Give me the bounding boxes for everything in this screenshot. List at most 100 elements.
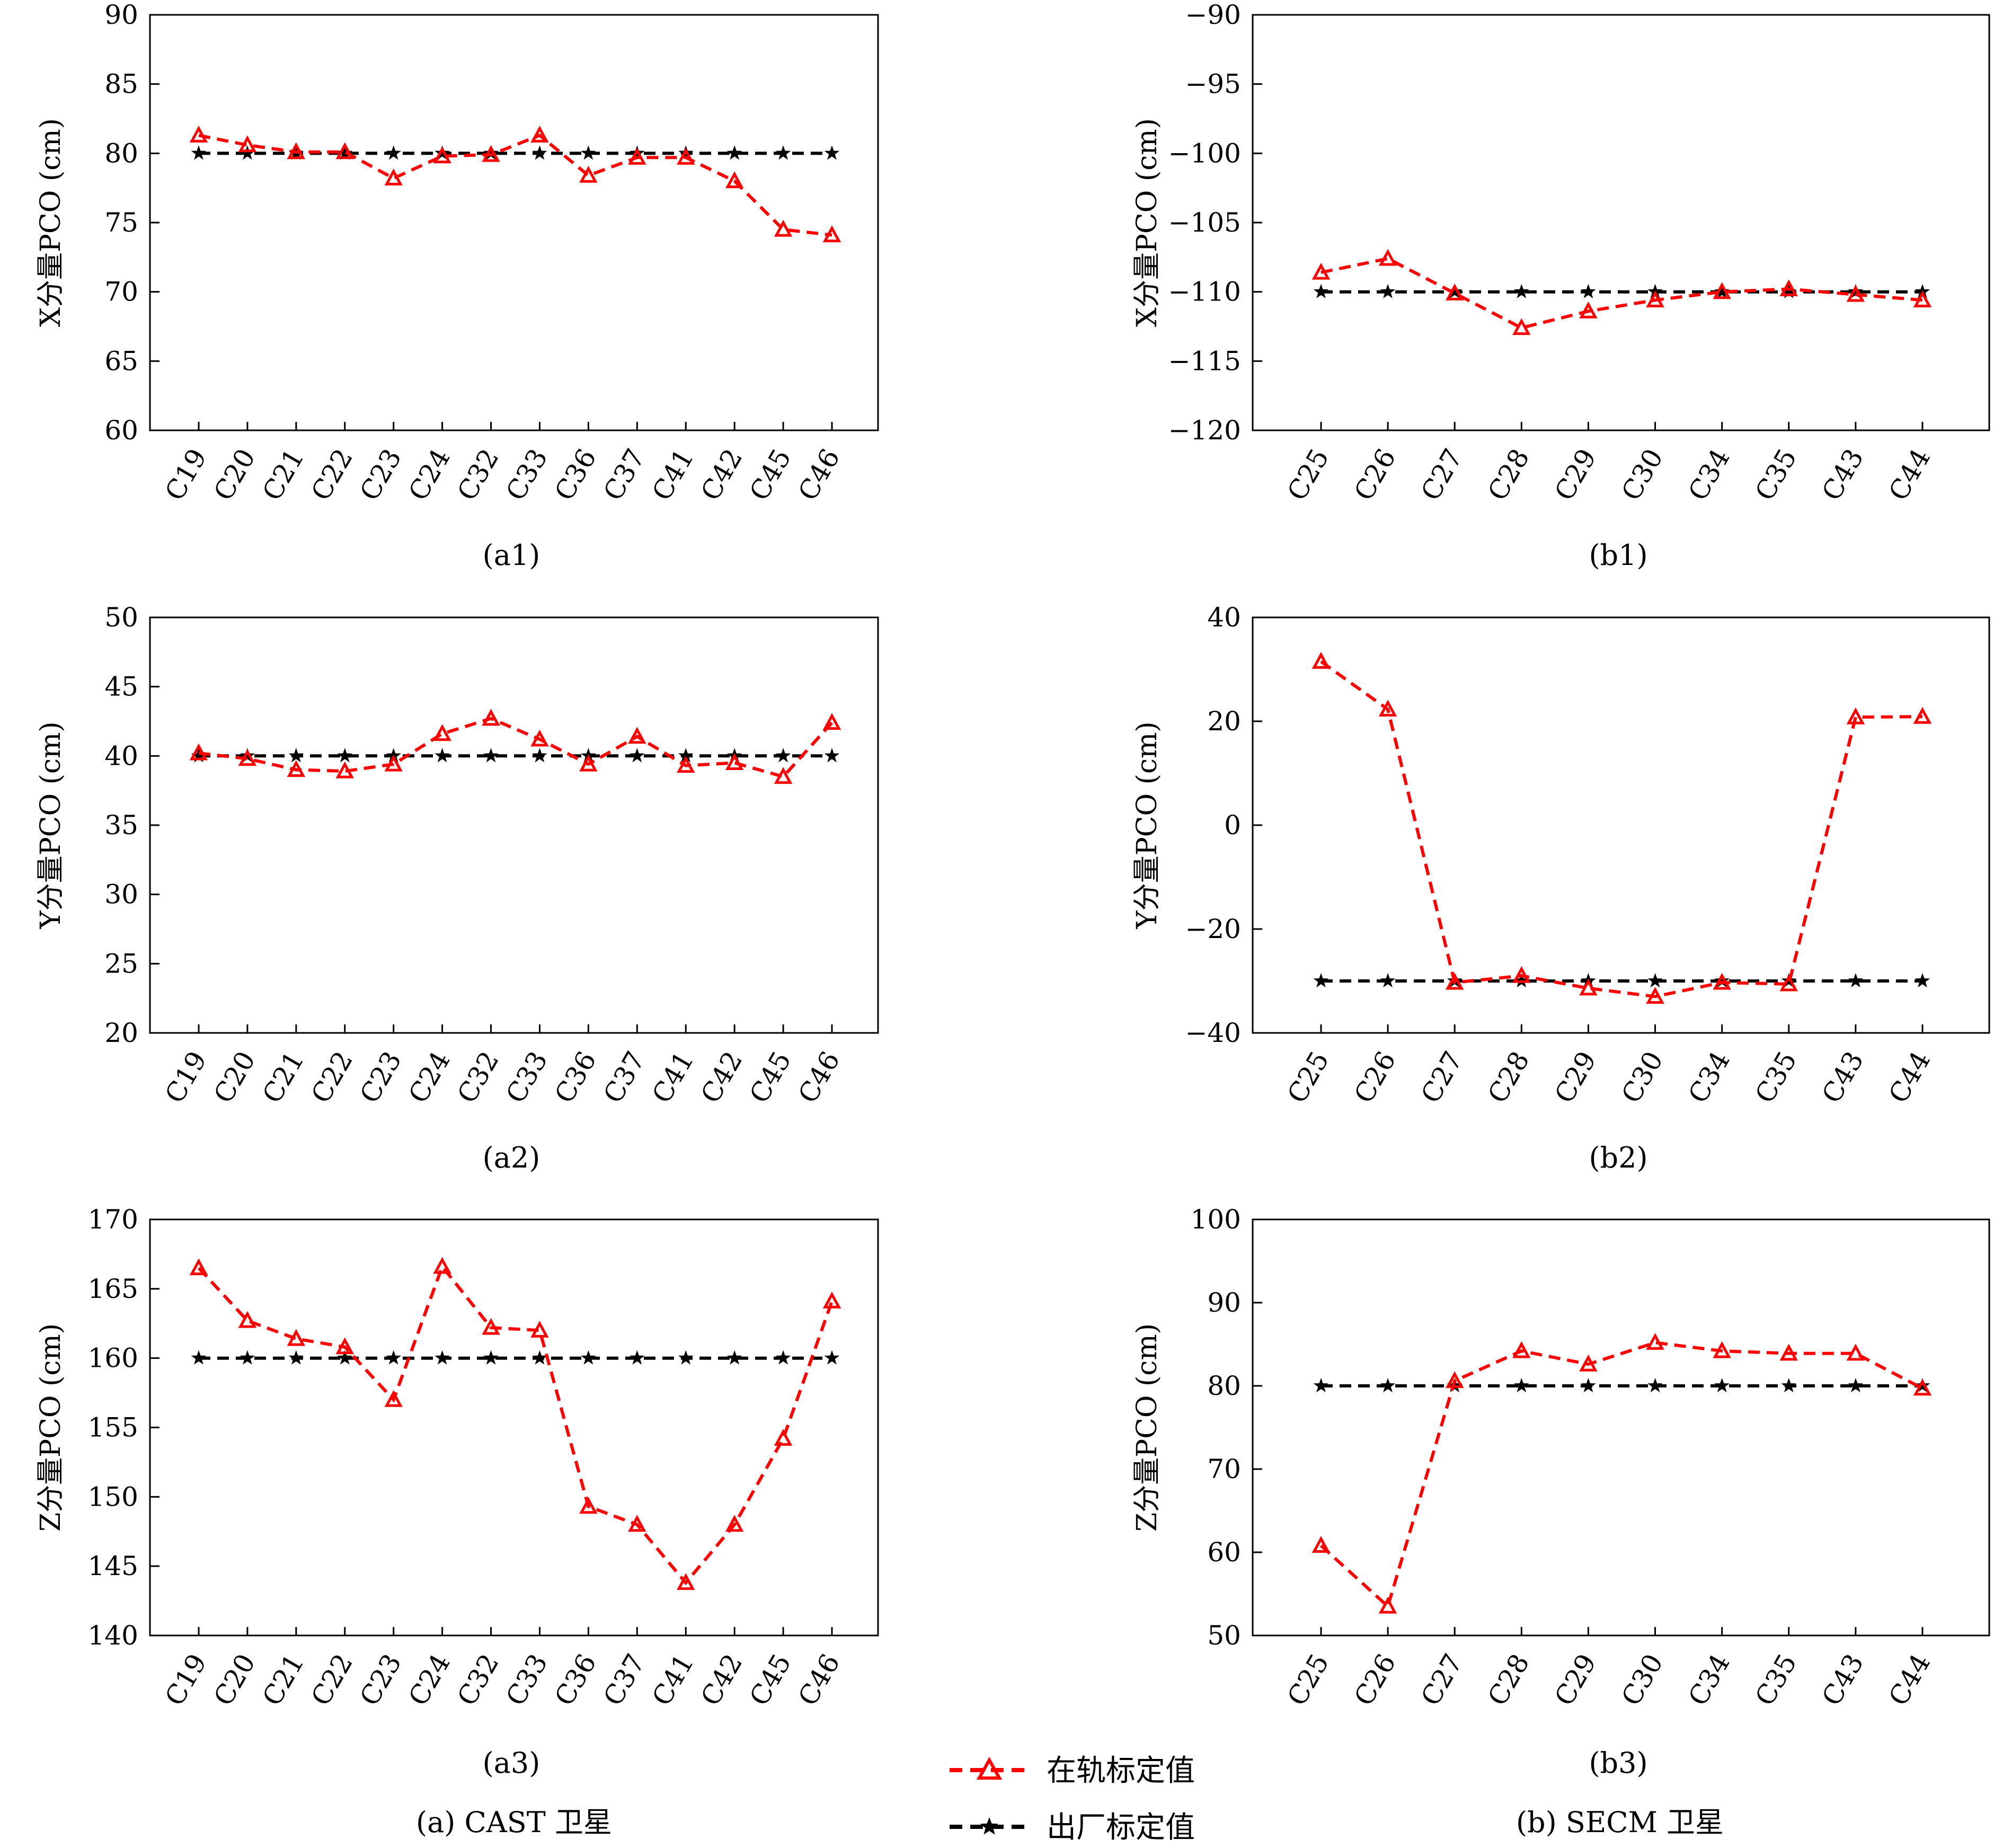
- data-point-star: [337, 145, 352, 160]
- data-point-triangle: [1446, 1371, 1464, 1389]
- series-onorbit: [189, 126, 841, 243]
- data-point-triangle: [1913, 290, 1932, 307]
- x-tick-label: C23: [354, 1649, 407, 1711]
- y-tick-label: 70: [1207, 1454, 1241, 1484]
- data-point-triangle: [384, 1390, 403, 1407]
- x-tick-label: C26: [1348, 444, 1402, 506]
- data-point-triangle: [1646, 987, 1664, 1004]
- x-tick-label: C29: [1549, 1649, 1602, 1711]
- data-point-star: [532, 748, 547, 763]
- data-point-star: [1647, 973, 1663, 988]
- data-point-triangle: [433, 146, 451, 164]
- x-tick-label: C29: [1549, 444, 1602, 506]
- data-point-triangle: [238, 135, 257, 153]
- data-point-triangle: [1579, 978, 1598, 996]
- data-point-triangle: [579, 1497, 598, 1514]
- panel-b1: −120 −115 −110 −105 −100 −95 −90 C25 C26 C27 C28 C2…: [1131, 0, 1990, 572]
- y-tick-label: −90: [1185, 0, 1241, 30]
- y-tick-label: −20: [1185, 914, 1241, 944]
- data-point-triangle: [335, 761, 354, 779]
- x-tick-label: C21: [256, 1649, 310, 1711]
- series-factory: [191, 1350, 840, 1365]
- data-point-star: [726, 1350, 742, 1365]
- y-axis-label: Z分量PCO (cm): [35, 1323, 67, 1532]
- series-factory: [191, 748, 840, 763]
- x-tick-label: C34: [1682, 444, 1736, 506]
- x-tick-label: C29: [1549, 1046, 1602, 1108]
- data-point-triangle: [1713, 972, 1731, 990]
- plot-frame: [1252, 616, 1990, 1034]
- y-tick-label: 80: [1207, 1370, 1241, 1401]
- data-point-star: [240, 1350, 255, 1365]
- y-tick-label: 0: [1224, 810, 1241, 841]
- data-point-star: [1514, 973, 1529, 988]
- data-point-triangle: [822, 1292, 841, 1308]
- data-point-triangle: [677, 147, 695, 165]
- data-point-triangle: [1846, 707, 1865, 724]
- panel-a3: 140145150155160165170C19C20C21C22C23C24C…: [35, 1204, 879, 1780]
- y-tick-label: 160: [88, 1343, 138, 1374]
- y-tick-label: −40: [1185, 1018, 1241, 1048]
- data-point-triangle: [677, 1573, 695, 1590]
- data-point-star: [1848, 1378, 1864, 1393]
- x-tick-label: C43: [1816, 1649, 1869, 1711]
- legend-label-factory: 出厂标定值: [1047, 1810, 1195, 1845]
- series-factory: [1313, 1378, 1930, 1393]
- data-point-star: [1714, 973, 1730, 988]
- y-tick-label: 75: [104, 207, 138, 238]
- x-tick-label: C28: [1482, 1046, 1536, 1108]
- panel-caption: (a3): [483, 1746, 540, 1780]
- data-point-star: [386, 145, 401, 160]
- x-tick-label: C26: [1348, 1046, 1402, 1108]
- data-point-star: [581, 1350, 596, 1365]
- data-point-star: [1781, 1378, 1796, 1393]
- x-tick-label: C46: [792, 1649, 846, 1711]
- data-point-triangle: [1913, 706, 1932, 724]
- data-point-star: [1714, 284, 1730, 298]
- data-point-triangle: [384, 169, 403, 185]
- x-tick-label: C34: [1682, 1649, 1736, 1711]
- data-point-star: [1313, 1378, 1329, 1393]
- y-tick-label: 40: [1207, 602, 1241, 633]
- data-point-triangle: [530, 729, 549, 747]
- x-tick-label: C41: [646, 444, 699, 506]
- y-tick-label: −100: [1168, 138, 1241, 169]
- data-point-triangle: [1913, 1378, 1932, 1396]
- data-point-star: [1581, 1378, 1596, 1393]
- x-tick-label: C24: [403, 444, 456, 506]
- data-point-star: [435, 748, 450, 763]
- data-point-triangle: [725, 1515, 744, 1532]
- data-point-star: [630, 1350, 645, 1365]
- x-tick-label: C44: [1883, 1649, 1936, 1711]
- x-tick-label: C32: [451, 1046, 505, 1108]
- series-line: [197, 1263, 834, 1586]
- data-point-star: [240, 145, 255, 160]
- data-point-star: [1380, 973, 1396, 988]
- data-point-star: [483, 748, 499, 763]
- data-point-triangle: [1512, 1341, 1531, 1358]
- data-point-star: [288, 748, 304, 763]
- x-tick-label: C20: [208, 1649, 261, 1711]
- y-tick-label: 150: [88, 1481, 138, 1512]
- data-point-triangle: [579, 754, 598, 772]
- panel-caption: (b2): [1589, 1141, 1647, 1174]
- data-point-triangle: [530, 126, 549, 143]
- x-tick-label: C28: [1482, 444, 1536, 506]
- legend: 在轨标定值 出厂标定值: [950, 1754, 1195, 1845]
- x-tick-label: C27: [1415, 1649, 1468, 1711]
- data-point-triangle: [482, 709, 500, 726]
- data-point-star: [775, 748, 791, 763]
- data-point-triangle: [238, 749, 257, 766]
- data-point-triangle: [1646, 290, 1664, 307]
- data-point-star: [240, 748, 255, 763]
- data-point-triangle: [335, 142, 354, 160]
- caption-right: (b) SECM 卫星: [1516, 1806, 1724, 1839]
- data-point-star: [1781, 284, 1796, 298]
- x-tick-label: C42: [695, 444, 748, 506]
- series-onorbit: [189, 1257, 841, 1590]
- data-point-star: [435, 145, 450, 160]
- series-line: [198, 133, 832, 237]
- data-point-star: [483, 1350, 499, 1365]
- data-point-triangle: [725, 171, 744, 189]
- x-tick-label: C26: [1348, 1649, 1402, 1711]
